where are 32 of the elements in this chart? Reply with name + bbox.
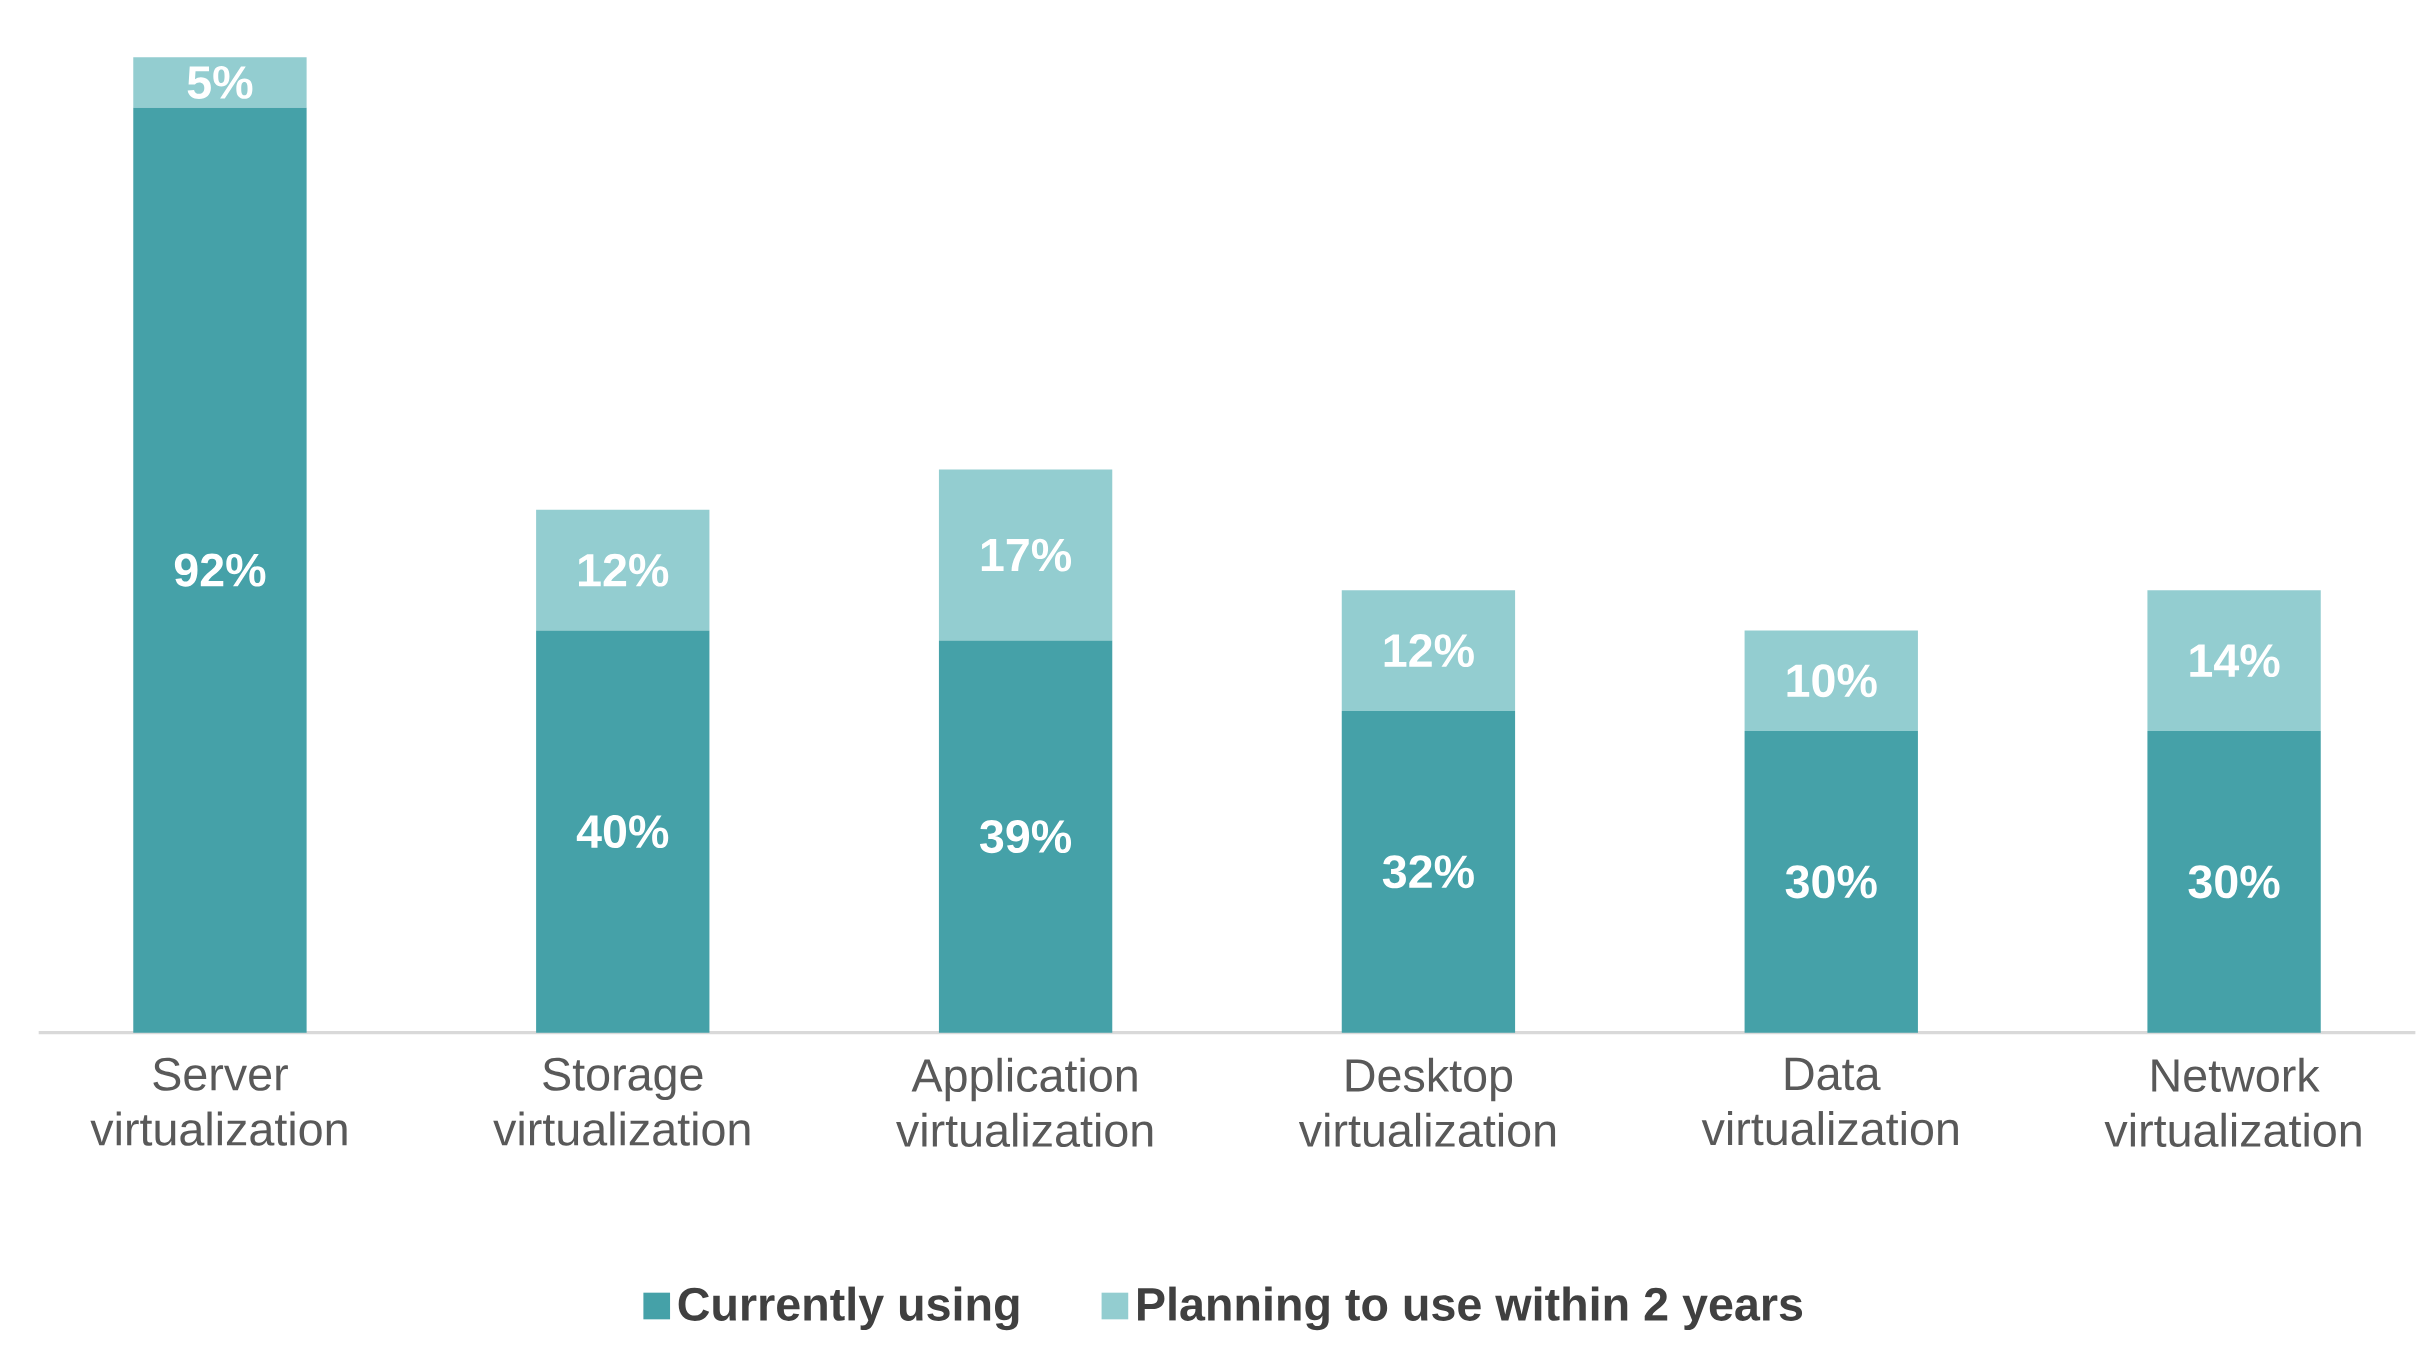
bar xyxy=(133,107,307,1033)
data-label: 12% xyxy=(1384,634,1474,668)
data-label: 14% xyxy=(2190,644,2280,678)
bar xyxy=(536,630,710,1033)
bar xyxy=(938,469,1113,641)
data-label: 30% xyxy=(2188,865,2280,899)
legend-label: Planning to use within 2 years xyxy=(1138,1286,1803,1331)
x-tick-label: Data virtualization xyxy=(1701,1057,1958,1146)
data-label: 12% xyxy=(578,553,669,587)
x-tick-label: Application virtualization xyxy=(896,1057,1153,1148)
data-label: 39% xyxy=(979,820,1072,854)
data-label: 32% xyxy=(1382,855,1474,889)
bar xyxy=(1341,590,1516,711)
bar xyxy=(536,509,710,631)
bar xyxy=(2147,731,2321,1033)
bar xyxy=(1341,710,1516,1033)
x-tick-label: Storage virtualization xyxy=(493,1057,750,1146)
x-tick-label: Server virtualization xyxy=(90,1057,347,1146)
bar xyxy=(1744,630,1918,732)
bar xyxy=(133,57,307,108)
x-tick-label: Desktop virtualization xyxy=(1298,1057,1556,1148)
bar xyxy=(938,640,1113,1033)
legend-label: Currently using xyxy=(678,1286,1019,1331)
data-label: 17% xyxy=(981,538,1072,572)
data-label: 5% xyxy=(187,66,253,99)
x-tick-label: Network virtualization xyxy=(2104,1057,2361,1148)
data-label: 92% xyxy=(174,553,266,587)
data-label: 40% xyxy=(576,815,669,849)
data-label: 30% xyxy=(1785,865,1877,899)
bar xyxy=(2147,590,2321,732)
data-label: 10% xyxy=(1787,664,1877,698)
bar xyxy=(1744,731,1918,1033)
